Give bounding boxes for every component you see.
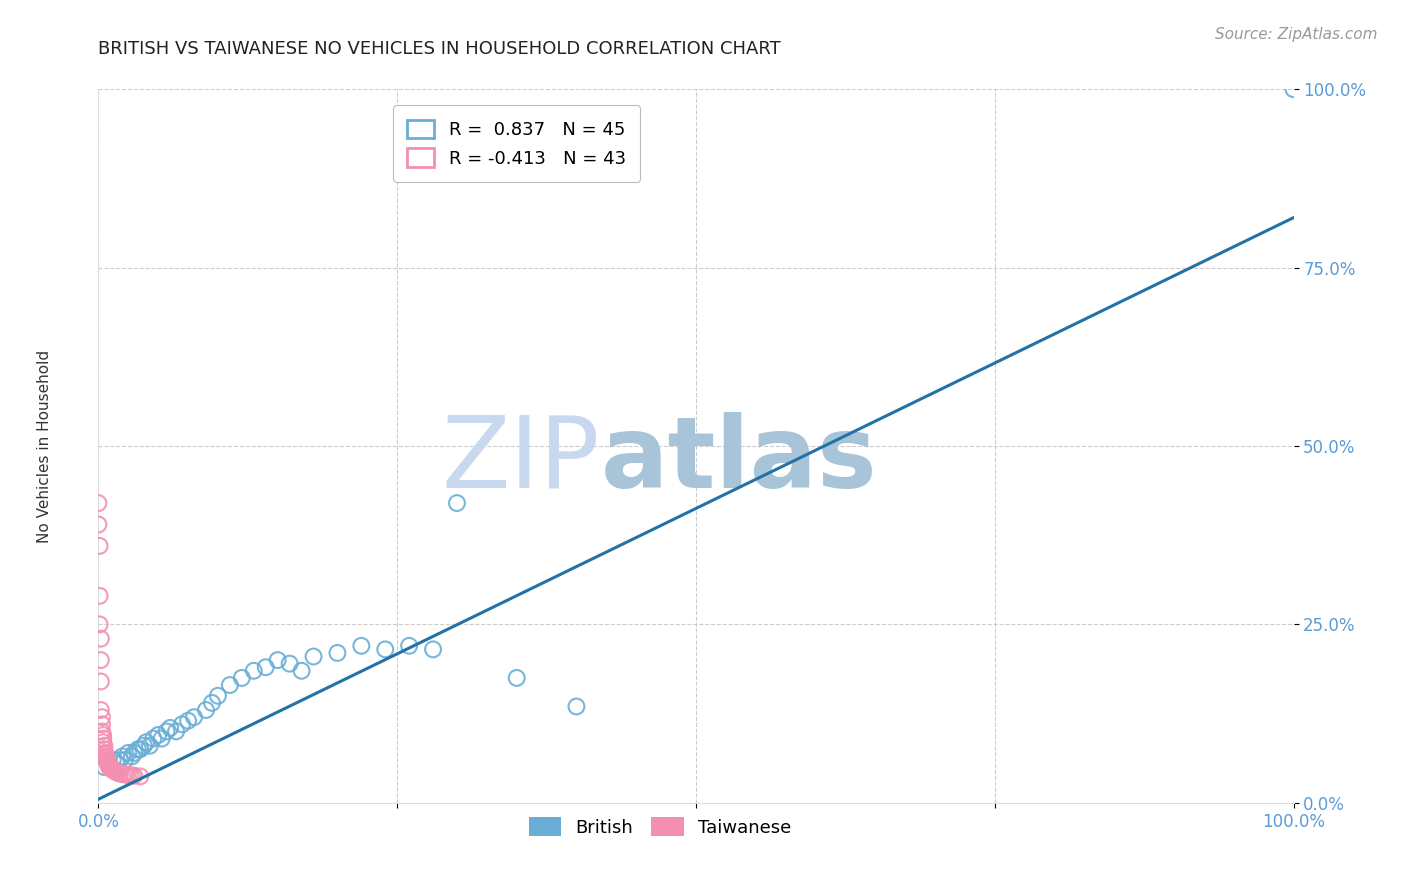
Point — [96, 755, 118, 769]
Point — [98, 758, 121, 772]
Point — [91, 735, 114, 749]
Point — [111, 749, 134, 764]
Point — [93, 739, 115, 753]
Point — [89, 617, 111, 632]
Text: No Vehicles in Household: No Vehicles in Household — [37, 350, 52, 542]
Point — [90, 632, 112, 646]
Point — [93, 760, 115, 774]
Point — [90, 703, 112, 717]
Point — [98, 760, 121, 774]
Point — [89, 589, 111, 603]
Point — [278, 657, 301, 671]
Point — [142, 731, 165, 746]
Text: Source: ZipAtlas.com: Source: ZipAtlas.com — [1215, 27, 1378, 42]
Point — [121, 769, 143, 783]
Point — [97, 756, 120, 771]
Point — [165, 724, 187, 739]
Point — [97, 757, 120, 772]
Point — [103, 764, 125, 778]
Point — [87, 517, 110, 532]
Point — [243, 664, 266, 678]
Point — [93, 746, 115, 760]
Point — [129, 742, 152, 756]
Point — [1282, 82, 1305, 96]
Point — [111, 767, 134, 781]
Point — [105, 765, 128, 780]
Point — [97, 756, 120, 770]
Point — [98, 762, 122, 776]
Point — [398, 639, 420, 653]
Text: BRITISH VS TAIWANESE NO VEHICLES IN HOUSEHOLD CORRELATION CHART: BRITISH VS TAIWANESE NO VEHICLES IN HOUS… — [98, 40, 782, 58]
Point — [565, 699, 588, 714]
Point — [350, 639, 373, 653]
Point — [374, 642, 396, 657]
Point — [117, 746, 139, 760]
Point — [326, 646, 349, 660]
Point — [91, 710, 114, 724]
Point — [139, 739, 162, 753]
Point — [101, 763, 124, 777]
Point — [107, 765, 129, 780]
Point — [172, 717, 194, 731]
Point — [219, 678, 242, 692]
Point — [254, 660, 277, 674]
Point — [422, 642, 444, 657]
Point — [506, 671, 529, 685]
Point — [100, 762, 122, 776]
Point — [207, 689, 229, 703]
Point — [150, 731, 173, 746]
Point — [98, 760, 122, 774]
Point — [135, 735, 157, 749]
Point — [155, 724, 177, 739]
Point — [114, 767, 136, 781]
Point — [87, 496, 110, 510]
Point — [302, 649, 325, 664]
Point — [104, 764, 127, 779]
Point — [91, 728, 114, 742]
Point — [231, 671, 253, 685]
Point — [118, 768, 141, 782]
Point — [115, 768, 138, 782]
Point — [124, 746, 146, 760]
Point — [129, 769, 152, 783]
Point — [291, 664, 314, 678]
Point — [91, 724, 114, 739]
Point — [90, 653, 112, 667]
Point — [108, 766, 131, 780]
Point — [94, 749, 117, 764]
Point — [446, 496, 468, 510]
Legend: British, Taiwanese: British, Taiwanese — [522, 810, 799, 844]
Point — [94, 747, 117, 762]
Point — [132, 739, 155, 753]
Point — [94, 751, 117, 765]
Point — [101, 753, 124, 767]
Point — [93, 742, 115, 756]
Point — [91, 717, 114, 731]
Point — [96, 753, 118, 767]
Point — [105, 756, 128, 771]
Point — [177, 714, 200, 728]
Text: ZIP: ZIP — [441, 412, 600, 508]
Point — [183, 710, 205, 724]
Point — [148, 728, 170, 742]
Point — [201, 696, 224, 710]
Point — [90, 674, 112, 689]
Point — [121, 749, 143, 764]
Point — [195, 703, 218, 717]
Point — [108, 753, 131, 767]
Point — [127, 742, 149, 756]
Point — [124, 769, 146, 783]
Point — [114, 753, 136, 767]
Text: atlas: atlas — [600, 412, 877, 508]
Point — [267, 653, 290, 667]
Point — [98, 760, 122, 774]
Point — [159, 721, 181, 735]
Point — [89, 539, 111, 553]
Point — [91, 731, 114, 746]
